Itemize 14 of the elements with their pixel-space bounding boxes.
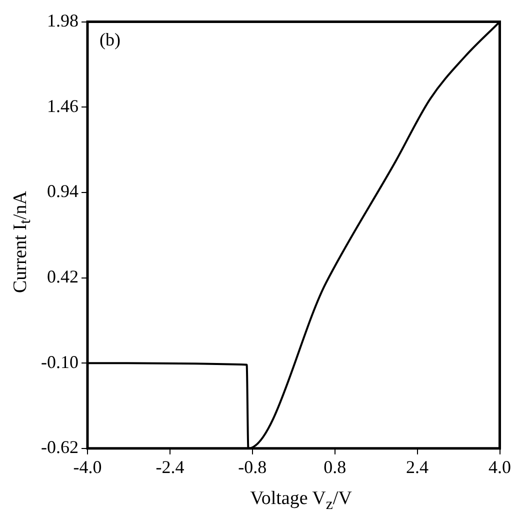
y-tick-label: 1.98 bbox=[46, 10, 78, 31]
x-tick-label: -2.4 bbox=[156, 456, 184, 477]
x-tick-label: 2.4 bbox=[406, 456, 429, 477]
x-axis-title: Voltage V$_{z}$/V bbox=[249, 488, 353, 514]
y-tick-label: 0.42 bbox=[46, 266, 78, 286]
y-tick-label: -0.62 bbox=[40, 437, 78, 458]
y-tick-label: 1.46 bbox=[46, 96, 78, 116]
y-tick-label: 0.94 bbox=[46, 181, 78, 202]
x-tick-label: 0.8 bbox=[324, 456, 346, 477]
x-tick-label: -4.0 bbox=[73, 456, 102, 477]
y-tick-label: -0.10 bbox=[40, 352, 78, 372]
annotation: (b) bbox=[99, 30, 120, 50]
x-tick-label: -0.8 bbox=[238, 456, 267, 477]
x-tick-label: 4.0 bbox=[488, 456, 511, 477]
